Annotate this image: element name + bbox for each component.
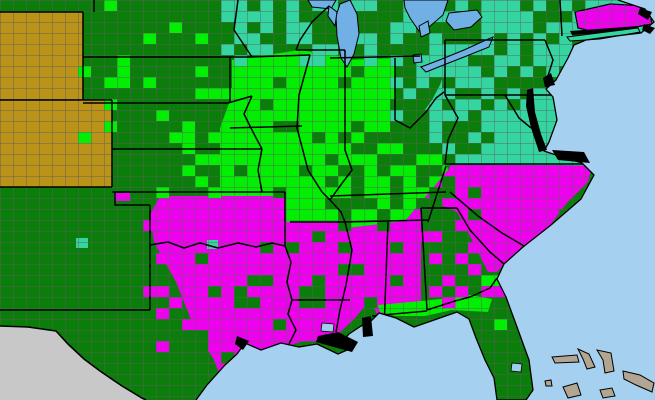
state-border-line xyxy=(114,192,150,206)
lake-okeechobee xyxy=(510,362,523,373)
state-border-line xyxy=(329,50,353,201)
bahamas-island xyxy=(551,354,580,364)
lake-pontchartrain xyxy=(320,322,335,333)
galveston-bay xyxy=(235,336,249,350)
cape-cod xyxy=(642,24,655,34)
bahamas-island xyxy=(595,349,615,374)
state-border-line xyxy=(251,54,311,58)
state-border-line xyxy=(394,91,445,129)
state-border-line xyxy=(456,207,505,265)
state-border-line xyxy=(329,199,353,333)
saginaw-bay xyxy=(418,20,431,38)
chesapeake-bay xyxy=(526,88,547,152)
state-border-line xyxy=(296,54,331,201)
state-border-line xyxy=(344,219,429,223)
great-lakes xyxy=(307,0,494,73)
lake-ontario xyxy=(445,9,483,31)
pamlico-sound xyxy=(552,150,590,163)
coastline xyxy=(195,0,655,400)
bahamas-island xyxy=(599,387,616,399)
state-border-line xyxy=(427,165,447,223)
state-border-line xyxy=(149,241,286,249)
state-border-line xyxy=(329,191,447,197)
state-borders xyxy=(0,0,592,345)
bahamas-island xyxy=(544,379,553,387)
state-border-line xyxy=(257,148,263,193)
state-border-line xyxy=(444,94,459,165)
bahamas-island xyxy=(622,370,655,393)
state-border-line xyxy=(83,95,253,104)
state-border-line xyxy=(420,207,428,311)
state-border-line xyxy=(544,39,554,91)
long-island-sound xyxy=(570,26,639,35)
state-border-line xyxy=(426,277,498,311)
state-border-line xyxy=(329,55,421,59)
state-border-line xyxy=(504,94,532,129)
bahamas-islands xyxy=(544,347,655,399)
state-border-line xyxy=(449,191,525,247)
state-border-line xyxy=(284,245,293,301)
mississippi-delta xyxy=(316,332,358,352)
state-border-line xyxy=(229,125,303,129)
state-border-line xyxy=(295,5,330,51)
green-bay xyxy=(327,5,338,28)
state-border-line xyxy=(559,0,563,37)
inland-lakes xyxy=(320,322,523,373)
state-border-line xyxy=(287,299,297,345)
lake-erie xyxy=(420,36,494,73)
rio-grande-border xyxy=(0,325,147,400)
bahamas-island xyxy=(576,347,596,370)
boston-harbor-islands xyxy=(638,8,652,20)
state-border-line xyxy=(383,221,389,331)
mexico-out-of-area xyxy=(0,326,146,400)
bahamas-island xyxy=(562,382,582,399)
state-border-line xyxy=(243,95,263,150)
state-border-line xyxy=(233,0,253,58)
